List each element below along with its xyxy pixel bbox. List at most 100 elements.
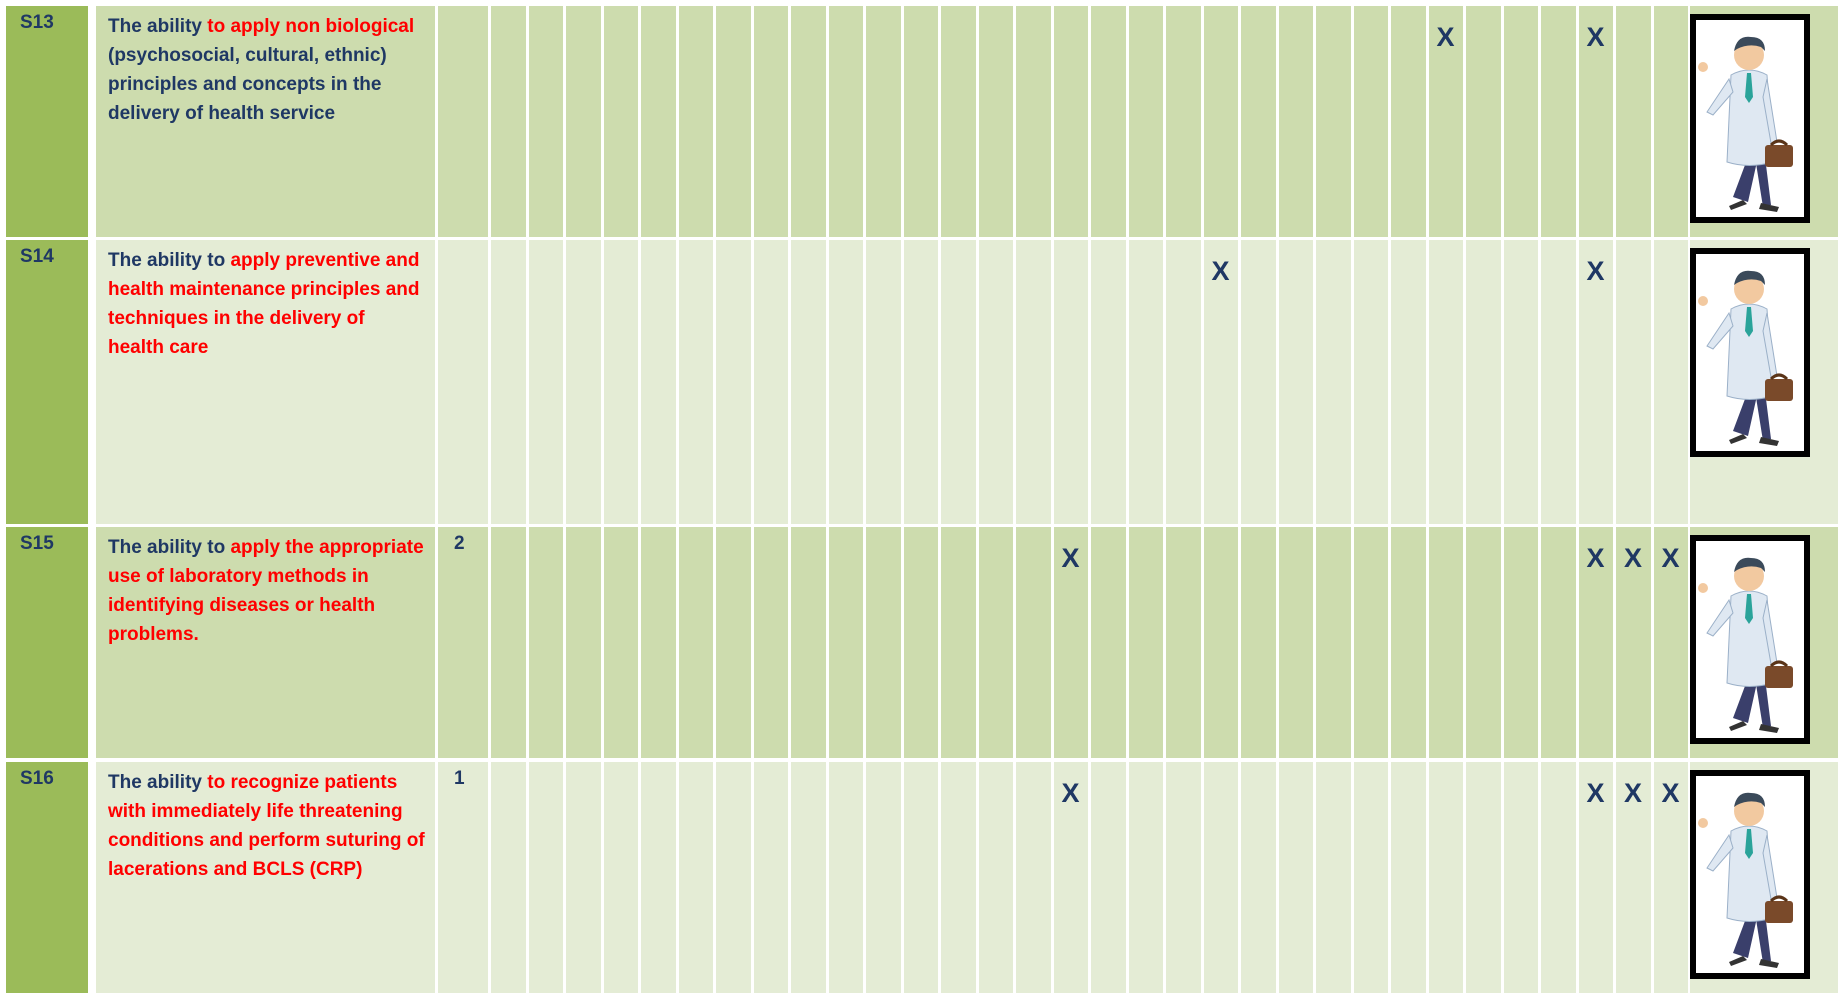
grid-cell xyxy=(866,6,901,237)
doctor-image xyxy=(1690,14,1810,223)
grid-cell: X xyxy=(1428,6,1463,237)
grid-cell: X xyxy=(1053,762,1088,993)
grid-cell xyxy=(491,527,526,758)
grid-cell xyxy=(1653,240,1688,524)
grid-cell xyxy=(1428,240,1463,524)
grid-cell xyxy=(1541,527,1576,758)
grid-cell xyxy=(1353,527,1388,758)
grid-cell xyxy=(866,762,901,993)
grid-cell xyxy=(1128,527,1163,758)
grid-cell xyxy=(791,762,826,993)
row-description: The ability to apply non biological (psy… xyxy=(96,6,435,237)
grid-cell xyxy=(1466,762,1501,993)
grid-cell xyxy=(1503,240,1538,524)
description-segment: The ability xyxy=(108,772,208,793)
grid-cell xyxy=(641,240,676,524)
grid-cell xyxy=(528,6,563,237)
grid-cell: X xyxy=(1203,240,1238,524)
grid-cell xyxy=(716,6,751,237)
grid-cell xyxy=(528,762,563,993)
grid-cell xyxy=(941,6,976,237)
grid-cell xyxy=(1541,6,1576,237)
grid-cell xyxy=(1166,527,1201,758)
grid-cell xyxy=(753,527,788,758)
row-number xyxy=(438,6,488,237)
grid-cell xyxy=(753,6,788,237)
grid-cell xyxy=(528,527,563,758)
grid-cell xyxy=(1091,527,1126,758)
grid-cell xyxy=(1503,762,1538,993)
grid-cell xyxy=(1391,240,1426,524)
grid-cell xyxy=(791,240,826,524)
grid-cell xyxy=(1203,527,1238,758)
grid-cell xyxy=(903,762,938,993)
grid-cell xyxy=(566,6,601,237)
description-segment: apply the appropriate use of laboratory … xyxy=(108,537,424,645)
grid-cell xyxy=(603,240,638,524)
grid-cell: X xyxy=(1053,527,1088,758)
grid-cell xyxy=(791,527,826,758)
grid-cell xyxy=(641,762,676,993)
grid-cell xyxy=(978,527,1013,758)
grid-cell xyxy=(1053,6,1088,237)
grid-cell xyxy=(1053,240,1088,524)
grid-cell xyxy=(603,527,638,758)
grid-cell xyxy=(1016,762,1051,993)
row-code: S13 xyxy=(6,6,88,237)
grid-cell xyxy=(1541,762,1576,993)
grid-cell xyxy=(903,527,938,758)
grid-cell xyxy=(1091,762,1126,993)
grid-cell: X xyxy=(1578,6,1613,237)
grid-cell: X xyxy=(1616,527,1651,758)
grid-cell xyxy=(603,762,638,993)
grid-cell xyxy=(791,6,826,237)
grid-cell xyxy=(641,527,676,758)
grid-cell xyxy=(1616,6,1651,237)
grid-cell xyxy=(1316,762,1351,993)
grid-cell: X xyxy=(1578,762,1613,993)
grid-cell xyxy=(1016,240,1051,524)
grid-cell xyxy=(1428,762,1463,993)
row-description: The ability to apply the appropriate use… xyxy=(96,527,435,758)
grid-cell xyxy=(828,240,863,524)
grid-cell xyxy=(1391,6,1426,237)
description-segment: to apply non biological xyxy=(207,16,415,37)
grid-cell xyxy=(678,6,713,237)
grid-cell xyxy=(1353,240,1388,524)
grid-cell xyxy=(716,762,751,993)
description-segment: to recognize patients with immediately l… xyxy=(108,772,425,880)
grid-cell xyxy=(866,240,901,524)
grid-cell xyxy=(1316,240,1351,524)
grid-cell xyxy=(1316,6,1351,237)
grid-cell xyxy=(941,240,976,524)
grid-cell xyxy=(1616,240,1651,524)
grid-cell xyxy=(1466,240,1501,524)
grid-cell xyxy=(716,240,751,524)
grid-cell xyxy=(603,6,638,237)
description-segment: The ability to xyxy=(108,537,231,558)
grid-cell: X xyxy=(1616,762,1651,993)
description-segment: The ability xyxy=(108,16,208,37)
grid-cell xyxy=(678,240,713,524)
grid-cell: X xyxy=(1578,527,1613,758)
grid-cell xyxy=(491,762,526,993)
description-segment: apply preventive and health maintenance … xyxy=(108,250,420,358)
grid-cell xyxy=(1278,6,1313,237)
grid-cell xyxy=(1016,6,1051,237)
grid-cell xyxy=(903,6,938,237)
doctor-image xyxy=(1690,770,1810,979)
doctor-image xyxy=(1690,248,1810,457)
doctor-image xyxy=(1690,535,1810,744)
grid-cell xyxy=(1128,6,1163,237)
grid-cell xyxy=(566,762,601,993)
grid-cell xyxy=(1353,6,1388,237)
grid-cell xyxy=(566,240,601,524)
grid-cell xyxy=(828,6,863,237)
grid-cell xyxy=(1503,6,1538,237)
row-number: 1 xyxy=(438,762,488,993)
grid-cell: X xyxy=(1653,527,1688,758)
row-code: S14 xyxy=(6,240,88,524)
grid-cell xyxy=(1016,527,1051,758)
grid-cell xyxy=(1166,6,1201,237)
